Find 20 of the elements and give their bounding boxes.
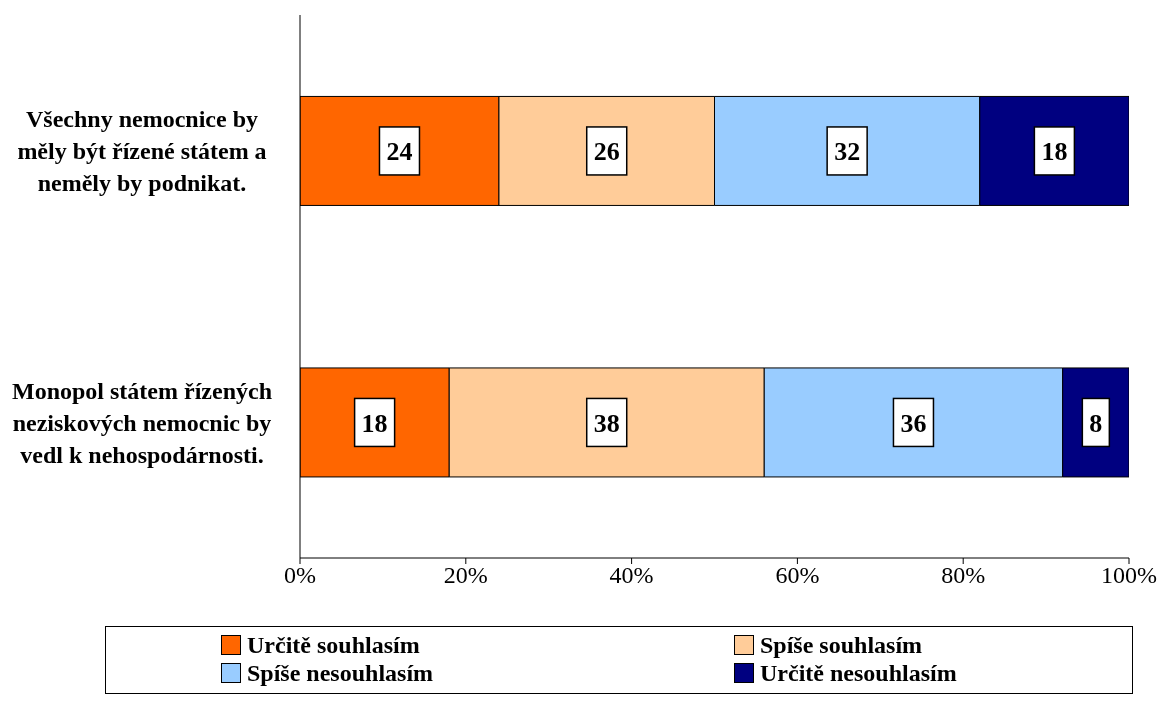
legend-label: Určitě nesouhlasím [760, 659, 957, 687]
x-tick-label: 0% [284, 562, 316, 589]
data-label: 8 [1089, 408, 1103, 438]
legend-label: Spíše souhlasím [760, 631, 923, 659]
y-tick-label: Všechny nemocnice by měly být řízené státem a neměly by podnikat. [17, 106, 267, 197]
x-tick-label: 20% [443, 562, 488, 589]
x-tick-label: 40% [609, 562, 654, 589]
x-tick-label: 60% [775, 562, 820, 589]
legend-label: Spíše nesouhlasím [247, 659, 434, 687]
data-label: 38 [593, 408, 620, 438]
data-label: 24 [386, 137, 413, 167]
data-label: 18 [1041, 137, 1068, 167]
data-label: 18 [361, 408, 388, 438]
x-tick-label: 80% [941, 562, 986, 589]
y-tick-label: Monopol státem řízených neziskových nemocnic by vedl k nehospodárnosti. [12, 377, 272, 468]
x-tick-label: 100% [1101, 562, 1157, 589]
data-label: 32 [834, 137, 861, 167]
legend-label: Určitě souhlasím [247, 631, 420, 659]
data-label: 36 [900, 408, 927, 438]
data-label: 26 [593, 137, 620, 167]
